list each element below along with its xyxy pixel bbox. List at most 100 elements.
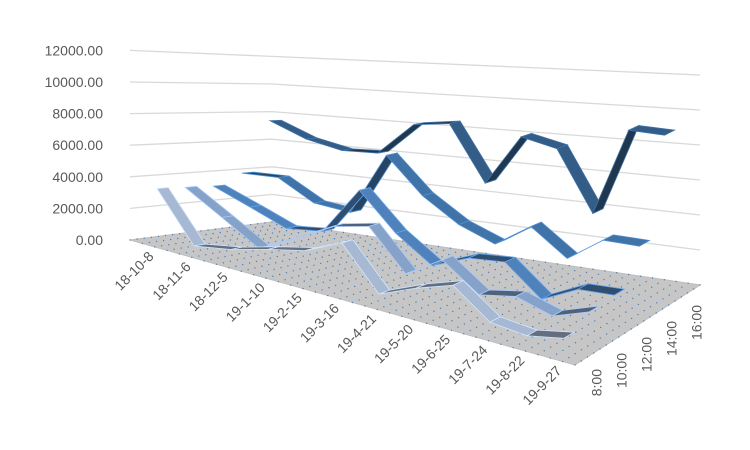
floor-dot: [625, 311, 627, 313]
floor-dot: [599, 337, 601, 339]
floor-dot: [376, 242, 378, 244]
floor-dot: [318, 269, 320, 271]
floor-dot: [229, 239, 232, 241]
floor-dot: [426, 267, 428, 269]
floor-dot: [596, 282, 599, 284]
floor-dot: [414, 265, 416, 267]
floor-dot: [316, 232, 319, 235]
floor-dot: [227, 244, 230, 246]
floor-dot: [599, 326, 602, 329]
floor-dot: [367, 281, 369, 283]
floor-dot: [547, 282, 550, 284]
floor-dot: [511, 275, 514, 278]
floor-dot: [257, 234, 260, 237]
floor-dot: [618, 336, 620, 338]
floor-dot: [203, 238, 205, 241]
floor-dot: [637, 313, 639, 316]
floor-dot: [533, 306, 535, 309]
floor-dot: [276, 235, 279, 238]
floor-dot: [206, 248, 209, 250]
series-1000: [184, 185, 600, 317]
floor-dot: [488, 329, 490, 332]
floor-dot: [347, 255, 349, 257]
floor-dot: [568, 345, 570, 348]
floor-dot: [269, 257, 272, 259]
floor-dot: [377, 300, 379, 302]
category-label: 18-10-8: [111, 248, 157, 294]
floor-dot: [568, 265, 570, 267]
floor-dot: [200, 230, 202, 232]
floor-dot: [179, 233, 181, 235]
floor-dot: [299, 245, 301, 247]
floor-dot: [415, 301, 417, 303]
category-label: 18-11-6: [149, 258, 194, 303]
floor-dot: [198, 255, 200, 257]
floor-dot: [259, 230, 262, 232]
floor-dot: [215, 263, 218, 266]
floor-dot: [250, 224, 252, 226]
floor-dot: [661, 308, 664, 310]
floor-dot: [238, 253, 240, 255]
floor-dot: [502, 304, 504, 306]
floor-dot: [314, 237, 317, 239]
floor-dot: [333, 238, 336, 240]
floor-dot: [445, 313, 447, 316]
floor-dot: [494, 326, 497, 328]
floor-dot: [358, 299, 360, 301]
floor-dot: [250, 256, 252, 258]
floor-dot: [627, 273, 630, 276]
floor-dot: [402, 240, 404, 242]
floor-dot: [428, 295, 430, 298]
floor-dot: [309, 253, 311, 256]
floor-dot: [656, 302, 658, 304]
floor-dot: [401, 269, 403, 272]
floor-dot: [605, 333, 608, 335]
floor-dot: [419, 269, 422, 272]
floor-dot: [442, 249, 445, 252]
floor-dot: [241, 241, 244, 244]
floor-dot: [435, 293, 437, 295]
floor-dot: [597, 273, 600, 276]
floor-dot: [650, 296, 652, 298]
y-tick-label: 10000.00: [45, 74, 104, 90]
floor-dot: [212, 232, 214, 235]
floor-dot: [406, 274, 408, 277]
floor-dot: [516, 289, 518, 291]
floor-dot: [494, 336, 496, 338]
floor-dot: [180, 247, 182, 249]
floor-dot: [266, 229, 269, 231]
floor-dot: [344, 268, 346, 270]
floor-dot: [304, 230, 307, 233]
category-label: 19-3-16: [297, 300, 343, 346]
floor-dot: [543, 350, 545, 352]
floor-dot: [297, 232, 300, 234]
floor-dot: [169, 238, 172, 241]
floor-dot: [448, 253, 450, 256]
floor-dot: [473, 251, 475, 253]
floor-dot: [352, 259, 355, 262]
floor-dot: [285, 230, 288, 232]
floor-dot: [585, 271, 588, 274]
floor-dot: [297, 251, 299, 253]
floor-dot: [425, 274, 427, 277]
floor-dot: [247, 268, 249, 271]
floor-dot: [562, 268, 564, 270]
floor-dot: [580, 349, 583, 351]
floor-dot: [587, 334, 589, 336]
floor-dot: [563, 318, 565, 320]
series-1200: [212, 184, 626, 300]
floor-dot: [254, 267, 256, 269]
floor-dot: [322, 281, 325, 283]
floor-dot: [674, 290, 677, 292]
floor-dot: [542, 277, 544, 279]
floor-dot: [448, 287, 450, 290]
floor-dot: [281, 239, 284, 241]
floor-dot: [532, 316, 535, 318]
floor-dot: [505, 278, 507, 281]
floor-dot: [366, 288, 368, 291]
floor-dot: [351, 266, 353, 268]
floor-dot: [581, 338, 583, 340]
floor-dot: [438, 269, 440, 272]
floor-dot: [501, 266, 503, 268]
floor-dot: [436, 251, 438, 254]
